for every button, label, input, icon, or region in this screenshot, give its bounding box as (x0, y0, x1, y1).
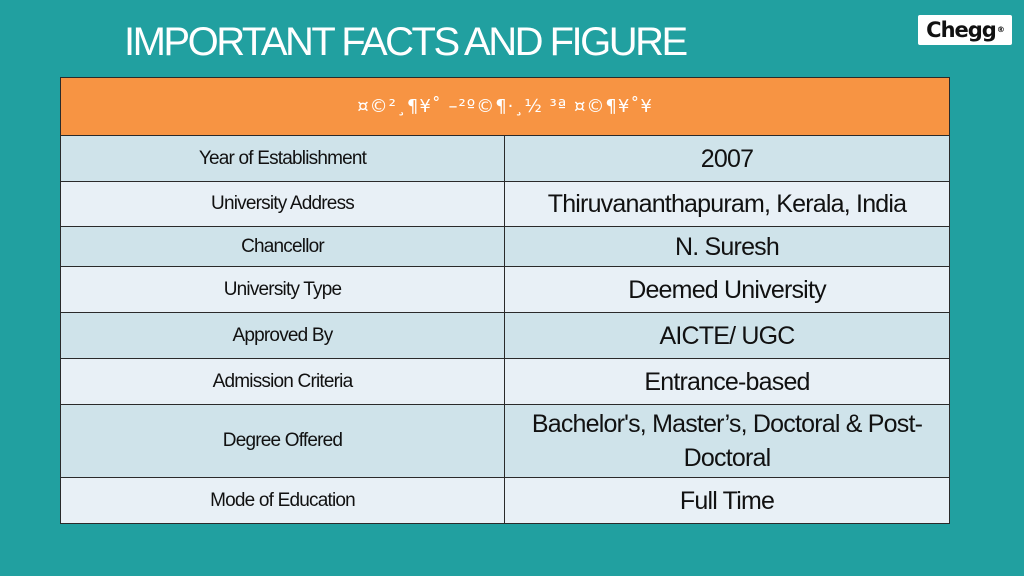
table-row: University Address Thiruvananthapuram, K… (60, 181, 950, 227)
table-row: Year of Establishment 2007 (60, 135, 950, 182)
table-row: Mode of Education Full Time (60, 477, 950, 524)
row-value: Bachelor's, Master’s, Doctoral & Post-Do… (504, 404, 950, 478)
row-label: Year of Establishment (60, 135, 505, 182)
table-header-text: ¤©²¸¶¥˚ –²º©¶·¸½ ³ª ¤©¶¥˚¥ (60, 77, 950, 136)
row-value: AICTE/ UGC (504, 312, 950, 359)
table-header-row: ¤©²¸¶¥˚ –²º©¶·¸½ ³ª ¤©¶¥˚¥ (60, 77, 950, 136)
row-label: Mode of Education (60, 477, 505, 524)
row-label: Admission Criteria (60, 358, 505, 405)
row-value: Deemed University (504, 266, 950, 313)
row-value: 2007 (504, 135, 950, 182)
page-title: IMPORTANT FACTS AND FIGURE (124, 20, 688, 64)
table-row: Admission Criteria Entrance-based (60, 358, 950, 405)
row-label: Degree Offered (60, 404, 505, 478)
row-value: Full Time (504, 477, 950, 524)
table-row: University Type Deemed University (60, 266, 950, 313)
row-value: Entrance-based (504, 358, 950, 405)
row-value: N. Suresh (504, 226, 950, 267)
row-value: Thiruvananthapuram, Kerala, India (504, 181, 950, 227)
row-label: University Type (60, 266, 505, 313)
row-label: Approved By (60, 312, 505, 359)
row-label: University Address (60, 181, 505, 227)
table-row: Chancellor N. Suresh (60, 226, 950, 267)
table-row: Degree Offered Bachelor's, Master’s, Doc… (60, 404, 950, 478)
table-row: Approved By AICTE/ UGC (60, 312, 950, 359)
row-label: Chancellor (60, 226, 505, 267)
facts-table: ¤©²¸¶¥˚ –²º©¶·¸½ ³ª ¤©¶¥˚¥ Year of Estab… (60, 77, 950, 524)
logo-wordmark: Chegg (926, 17, 997, 42)
chegg-logo: Chegg ® (918, 15, 1012, 45)
registered-mark: ® (996, 25, 1005, 34)
